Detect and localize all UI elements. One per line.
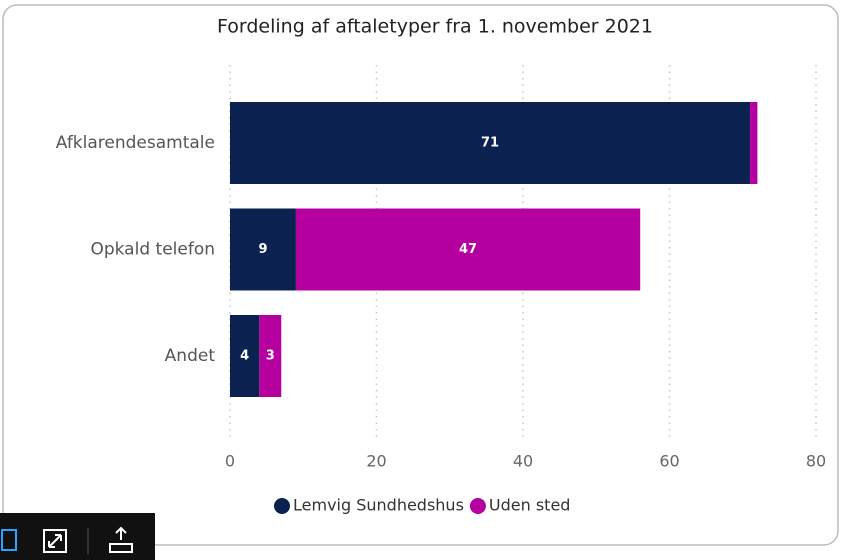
x-tick-label: 20 bbox=[366, 452, 386, 471]
data-label: 4 bbox=[240, 349, 249, 364]
legend-swatch bbox=[469, 498, 486, 514]
legend-swatch bbox=[274, 498, 290, 514]
chart-title: Fordeling af aftaletyper fra 1. november… bbox=[217, 16, 653, 38]
focus-arrow bbox=[48, 534, 62, 548]
x-tick-label: 40 bbox=[513, 452, 533, 471]
bar-segment bbox=[230, 315, 260, 397]
y-tick-label: Afklarendesamtale bbox=[56, 133, 215, 153]
bar-segment bbox=[230, 102, 751, 184]
data-label: 3 bbox=[266, 349, 275, 364]
bar-segment bbox=[295, 208, 641, 291]
data-label: 47 bbox=[459, 242, 477, 257]
data-label: 9 bbox=[258, 242, 267, 257]
bar-segment bbox=[259, 315, 282, 397]
data-label: 71 bbox=[481, 136, 499, 151]
focus-icon[interactable] bbox=[43, 529, 67, 553]
bar-segment bbox=[230, 208, 296, 291]
y-tick-label: Opkald telefon bbox=[90, 240, 215, 260]
x-tick-label: 80 bbox=[806, 452, 826, 471]
x-tick-label: 0 bbox=[225, 452, 235, 471]
y-tick-label: Andet bbox=[165, 346, 216, 366]
bar-segment bbox=[750, 102, 758, 184]
x-tick-label: 60 bbox=[659, 452, 679, 471]
toolbar bbox=[0, 513, 155, 560]
pin-icon[interactable] bbox=[1, 529, 17, 551]
export-icon[interactable] bbox=[109, 526, 133, 553]
legend-label: Uden sted bbox=[489, 496, 571, 515]
legend-label: Lemvig Sundhedshus bbox=[293, 496, 464, 515]
